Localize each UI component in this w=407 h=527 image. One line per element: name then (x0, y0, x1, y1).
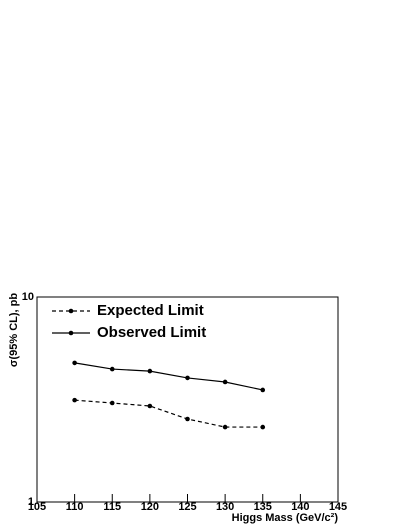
x-tick-label: 145 (329, 501, 347, 513)
legend-label: Observed Limit (97, 324, 206, 341)
data-point (260, 424, 266, 430)
y-tick-label: 1 (28, 496, 34, 508)
x-tick-label: 110 (66, 501, 84, 513)
x-tick-label: 120 (141, 501, 159, 513)
series-line (74, 362, 263, 391)
x-tick-label: 125 (178, 501, 196, 513)
data-point (222, 424, 228, 430)
data-point (185, 375, 190, 381)
x-tick-label: 115 (103, 501, 121, 513)
data-point (109, 366, 115, 372)
series-line (74, 399, 263, 428)
data-point (72, 397, 77, 403)
data-point (72, 360, 77, 366)
legend-marker (68, 308, 74, 314)
x-tick-label: 140 (291, 501, 309, 513)
x-axis-label: Higgs Mass (GeV/c²) (232, 512, 339, 524)
legend-marker (68, 330, 74, 336)
x-tick-label: 135 (254, 501, 272, 513)
x-tick-label: 130 (216, 501, 234, 513)
y-axis-label: σ(95% CL), pb (8, 293, 20, 367)
data-point (260, 387, 266, 393)
data-point (109, 400, 115, 406)
legend-label: Expected Limit (97, 302, 204, 319)
data-point (147, 368, 153, 374)
data-point (147, 403, 153, 409)
data-point (185, 416, 190, 422)
y-tick-label: 10 (22, 291, 34, 303)
data-point (222, 379, 228, 385)
x-tick-label: 105 (28, 501, 46, 513)
